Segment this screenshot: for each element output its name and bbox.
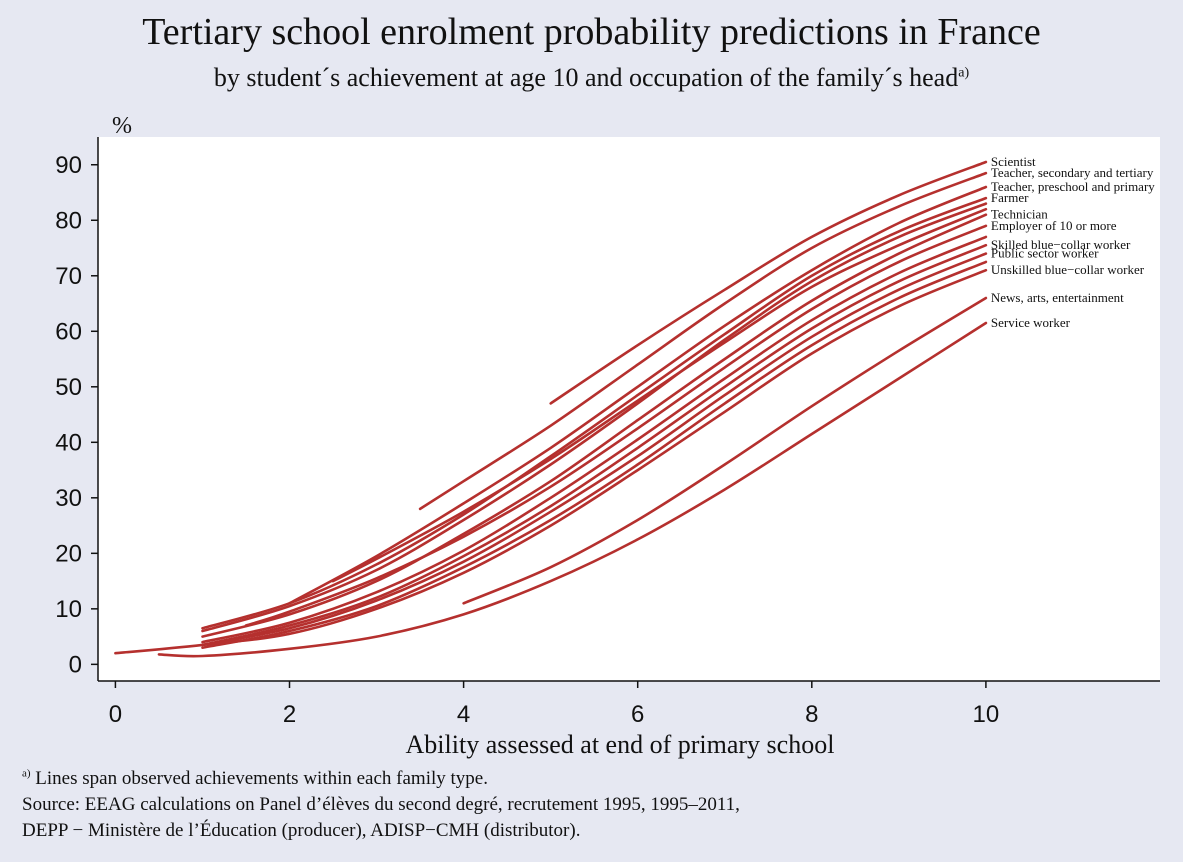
x-tick-label: 8 bbox=[805, 701, 818, 728]
series-label: Unskilled blue−collar worker bbox=[991, 262, 1145, 277]
series-line bbox=[244, 224, 988, 627]
y-tick-label: 0 bbox=[69, 651, 82, 678]
x-tick-label: 0 bbox=[109, 701, 122, 728]
series-label: Teacher, preschool and primary bbox=[991, 179, 1155, 194]
series-line bbox=[201, 202, 988, 633]
y-tick-label: 20 bbox=[55, 540, 82, 567]
series-label: News, arts, entertainment bbox=[991, 290, 1124, 305]
x-axis-title: Ability assessed at end of primary schoo… bbox=[406, 730, 835, 759]
series-label: Public sector worker bbox=[991, 246, 1099, 261]
chart-subtitle: by student´s achievement at age 10 and o… bbox=[0, 62, 1183, 94]
line-chart: % Ability assessed at end of primary sch… bbox=[55, 113, 1160, 759]
series-label: Employer of 10 or more bbox=[991, 218, 1117, 233]
subtitle-text: by student´s achievement at age 10 and o… bbox=[213, 63, 959, 92]
subtitle-footnote-marker: a) bbox=[958, 65, 970, 81]
axis-ticks: 0 10 20 30 40 50 60 70 80 90 0 2 4 6 8 10 bbox=[55, 152, 999, 728]
x-tick-label: 4 bbox=[457, 701, 470, 728]
series-line bbox=[201, 252, 988, 647]
y-tick-label: 70 bbox=[55, 263, 82, 290]
y-tick-label: 50 bbox=[55, 374, 82, 401]
series-line bbox=[288, 185, 988, 605]
y-tick-label: 10 bbox=[55, 596, 82, 623]
series-label: Service worker bbox=[991, 315, 1071, 330]
footnote-text: Lines span observed achievements within … bbox=[30, 768, 488, 789]
series-line bbox=[549, 160, 988, 405]
y-tick-label: 30 bbox=[55, 485, 82, 512]
series-line bbox=[418, 171, 988, 511]
series-label: Scientist bbox=[991, 154, 1036, 169]
chart-notes: a) Lines span observed achievements with… bbox=[22, 766, 1162, 844]
series-line bbox=[201, 260, 988, 649]
source-line-2: DEPP − Ministère de l’Éducation (produce… bbox=[22, 820, 581, 841]
source-line-1: Source: EEAG calculations on Panel d’élè… bbox=[22, 794, 740, 815]
series-label: Skilled blue−collar worker bbox=[991, 237, 1131, 252]
y-tick-label: 40 bbox=[55, 429, 82, 456]
series-label: Teacher, secondary and tertiary bbox=[991, 165, 1154, 180]
series-line bbox=[201, 213, 988, 638]
footnote-line: a) Lines span observed achievements with… bbox=[22, 766, 1162, 792]
chart-title: Tertiary school enrolment probability pr… bbox=[142, 11, 1041, 53]
x-tick-label: 10 bbox=[973, 701, 1000, 728]
series-line bbox=[201, 196, 988, 630]
footnote-marker: a) bbox=[22, 767, 31, 780]
series-line bbox=[462, 296, 988, 605]
x-tick-label: 6 bbox=[631, 701, 644, 728]
y-tick-label: 60 bbox=[55, 318, 82, 345]
series-line bbox=[331, 207, 988, 583]
series-label: Technician bbox=[991, 207, 1048, 222]
series-line bbox=[157, 321, 988, 658]
series-line bbox=[201, 243, 988, 647]
series-label: Farmer bbox=[991, 190, 1029, 205]
series-line bbox=[201, 235, 988, 644]
series-lines bbox=[114, 160, 988, 658]
series-line bbox=[114, 268, 988, 655]
x-tick-label: 2 bbox=[283, 701, 296, 728]
y-tick-label: 90 bbox=[55, 152, 82, 179]
y-axis-unit-label: % bbox=[112, 113, 132, 139]
y-tick-label: 80 bbox=[55, 207, 82, 234]
